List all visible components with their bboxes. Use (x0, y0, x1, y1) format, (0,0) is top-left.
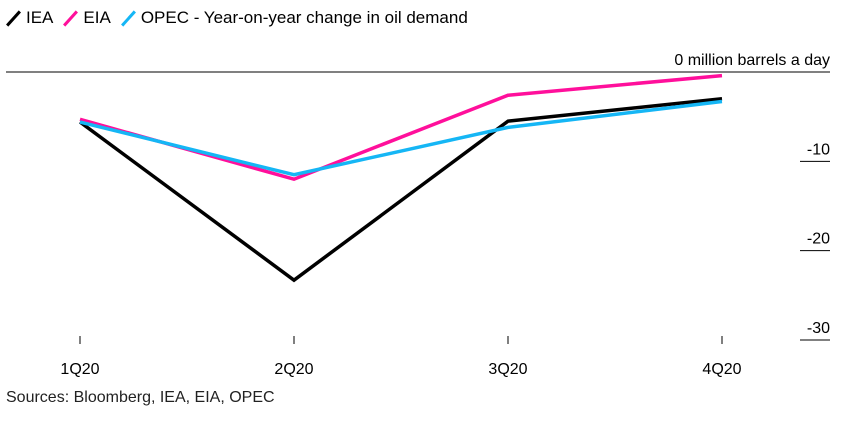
x-tick-label: 3Q20 (488, 361, 527, 378)
chart-source: Sources: Bloomberg, IEA, EIA, OPEC (6, 389, 275, 406)
y-tick-label: 0 million barrels a day (674, 52, 830, 69)
chart-legend: IEA EIA OPEC - Year-on-year change in oil … (6, 6, 478, 30)
legend-label: EIA (83, 8, 111, 27)
series-line-iea (78, 97, 723, 283)
legend-title: - Year-on-year change in oil demand (189, 8, 468, 27)
legend-item-opec: OPEC - Year-on-year change in oil demand (121, 8, 468, 28)
series-line-eia (79, 73, 723, 182)
y-tick-label: -10 (807, 141, 830, 158)
legend-label: OPEC (140, 8, 189, 27)
x-tick-label: 4Q20 (702, 361, 741, 378)
x-tick-label: 2Q20 (274, 361, 313, 378)
legend-label: IEA (26, 8, 54, 27)
line-chart: 0 million barrels a day -10 -20 -30 1Q20 2Q20… (6, 52, 830, 378)
legend-item-iea: IEA (6, 8, 53, 28)
x-tick-label: 1Q20 (60, 361, 99, 378)
legend-item-eia: EIA (63, 8, 110, 28)
y-tick-label: -20 (807, 231, 830, 248)
series-line-opec (79, 99, 723, 177)
y-tick-label: -30 (807, 320, 830, 337)
